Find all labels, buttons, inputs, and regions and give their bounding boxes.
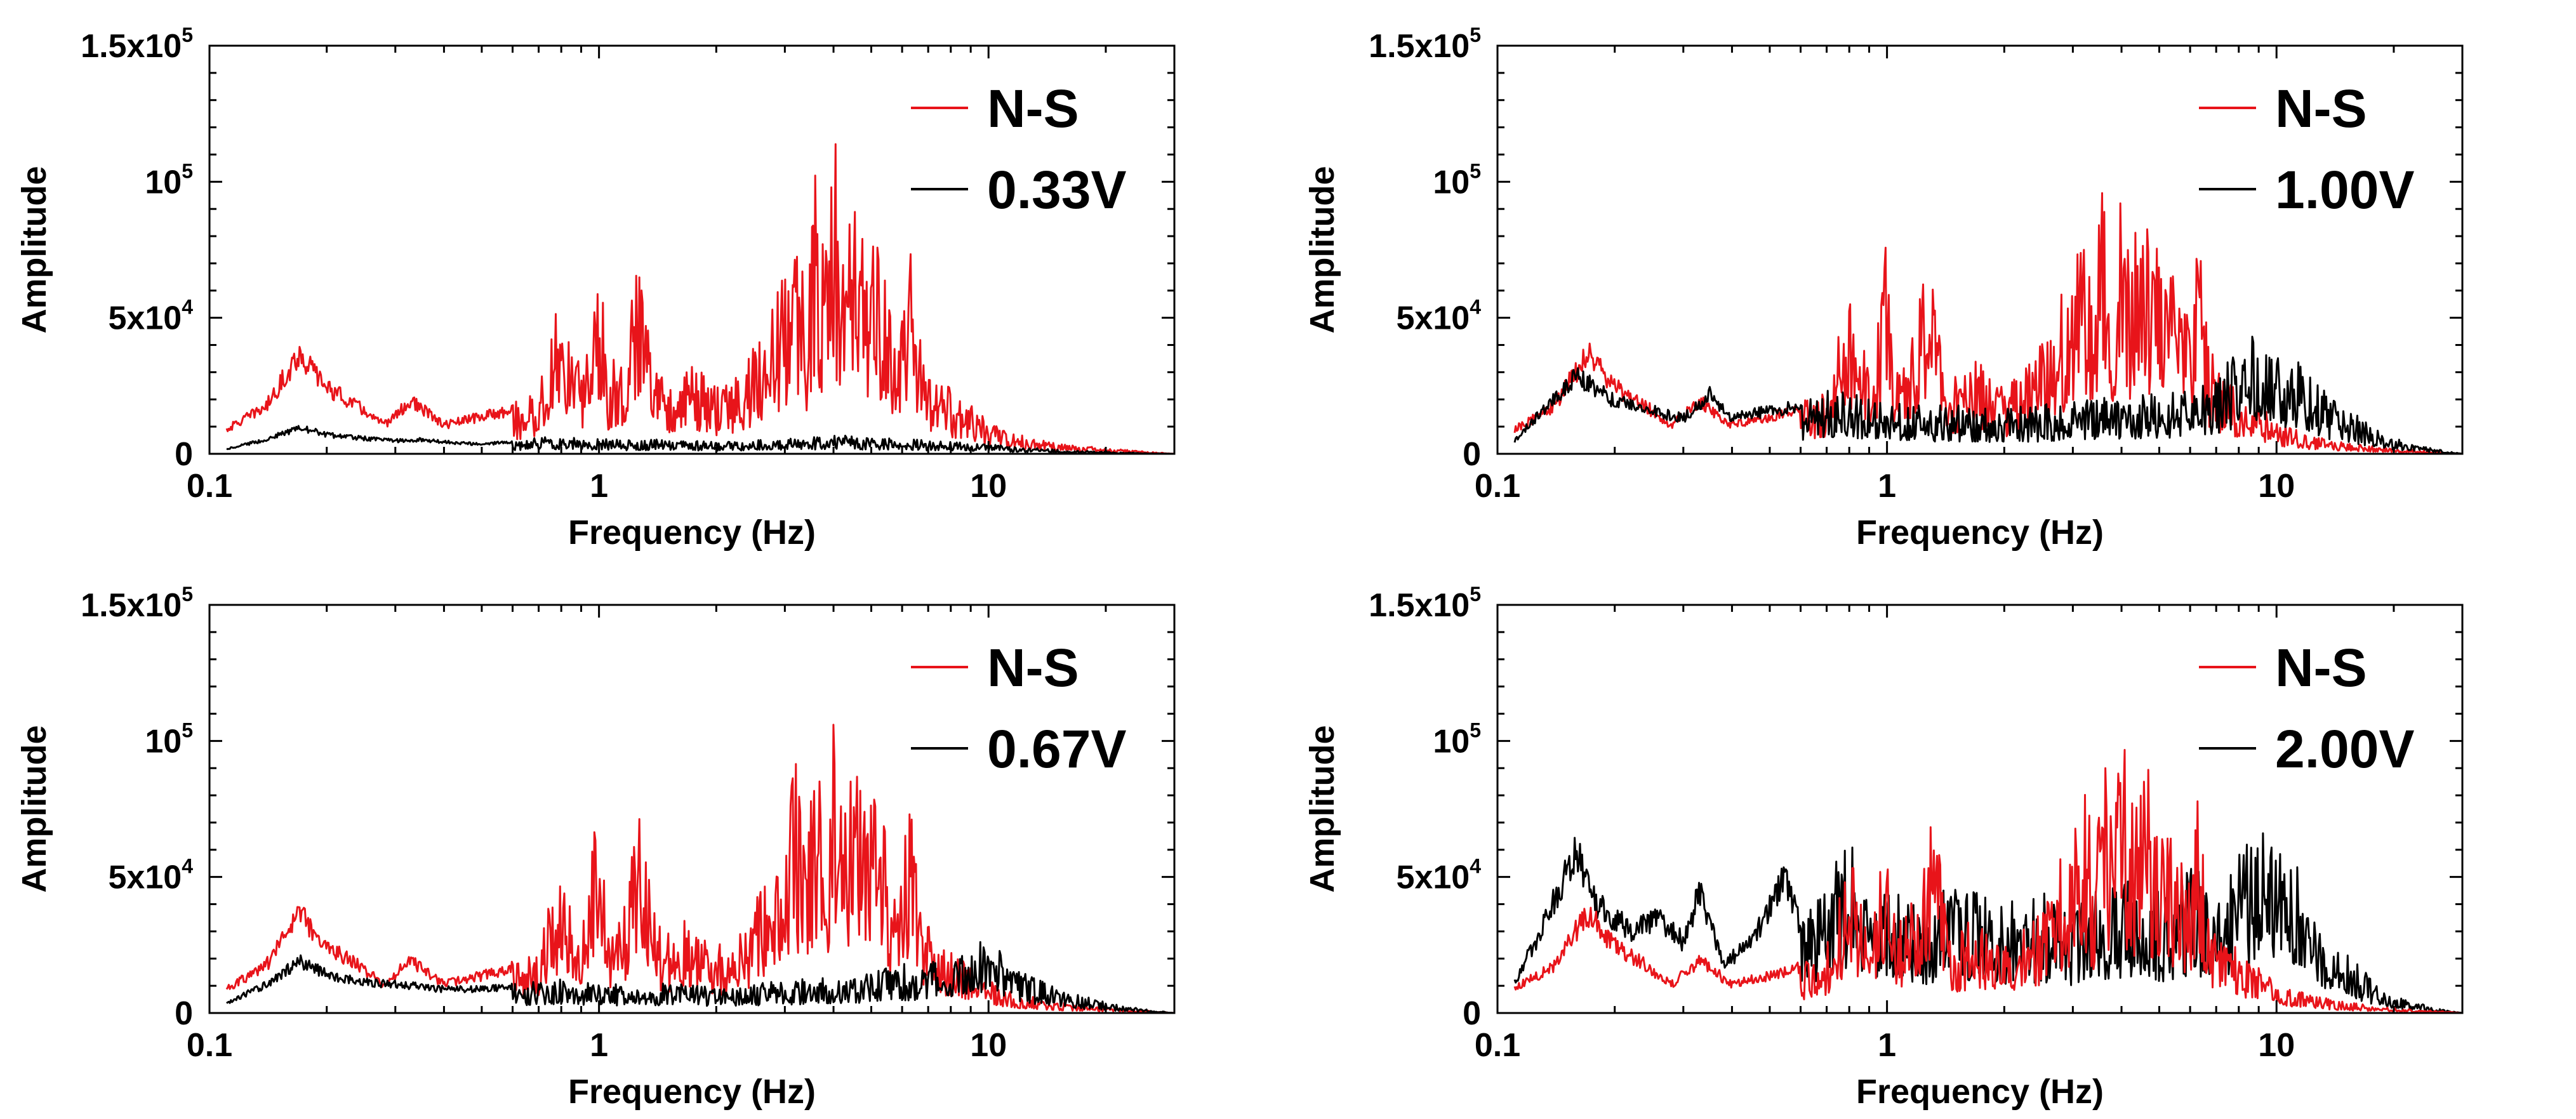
- chart-panel-top-left: 0.1 1 10 0 5x104 105 1.5x105 Frequency (Hz) Ampl…: [0, 0, 1288, 559]
- series-line-n-s: [1513, 749, 2462, 1013]
- plot-frame: [208, 44, 1176, 455]
- chart-panel-bottom-right: 0.1 1 10 0 5x104 105 1.5x105 Frequency (Hz) Ampl…: [1288, 559, 2576, 1118]
- x-tick-label: 1: [1878, 1027, 1896, 1064]
- y-tick-label: 5x104: [109, 296, 194, 337]
- series-line-0-67v: [226, 941, 1174, 1013]
- x-tick-label: 10: [970, 468, 1007, 505]
- legend-label: N-S: [987, 79, 1079, 138]
- x-axis-title: Frequency (Hz): [568, 513, 816, 552]
- chart-panel-top-right: 0.1 1 10 0 5x104 105 1.5x105 Frequency (Hz) Ampl…: [1288, 0, 2576, 559]
- x-axis-title: Frequency (Hz): [568, 1073, 816, 1111]
- legend-label: 0.33V: [987, 160, 1127, 220]
- legend-label: 1.00V: [2275, 160, 2415, 220]
- y-tick-label: 105: [1433, 159, 1481, 201]
- y-tick-label: 5x104: [109, 855, 194, 896]
- x-tick-label: 1: [1878, 468, 1896, 505]
- y-tick-label: 1.5x105: [1369, 583, 1481, 624]
- legend-label: N-S: [987, 638, 1079, 698]
- legend-label: 0.67V: [987, 719, 1127, 779]
- x-tick-label: 10: [970, 1027, 1007, 1064]
- y-tick-label: 0: [175, 436, 193, 473]
- chart-svg: 0.1 1 10 0 5x104 105 1.5x105 Frequency (Hz) Ampl…: [15, 23, 1176, 552]
- x-tick-label: 0.1: [1475, 1027, 1520, 1064]
- chart-svg: 0.1 1 10 0 5x104 105 1.5x105 Frequency (Hz) Ampl…: [1303, 23, 2464, 552]
- y-axis-title: Amplitude: [1303, 725, 1341, 893]
- y-tick-label: 105: [145, 159, 193, 201]
- y-tick-label: 0: [1463, 995, 1481, 1032]
- series-line-n-s: [225, 143, 1174, 454]
- y-tick-label: 1.5x105: [1369, 23, 1481, 65]
- y-tick-label: 105: [1433, 718, 1481, 760]
- chart-svg: 0.1 1 10 0 5x104 105 1.5x105 Frequency (Hz) Ampl…: [1303, 583, 2464, 1111]
- chart-svg: 0.1 1 10 0 5x104 105 1.5x105 Frequency (Hz) Ampl…: [15, 583, 1176, 1111]
- plot-frame: [1496, 44, 2464, 455]
- x-tick-label: 10: [2258, 1027, 2295, 1064]
- legend-label: N-S: [2275, 638, 2367, 698]
- y-tick-label: 0: [1463, 436, 1481, 473]
- legend-label: N-S: [2275, 79, 2367, 138]
- x-axis-title: Frequency (Hz): [1856, 1073, 2104, 1111]
- x-tick-label: 0.1: [187, 468, 232, 505]
- y-tick-label: 1.5x105: [81, 23, 193, 65]
- y-tick-label: 5x104: [1397, 855, 1482, 896]
- series-line-0-33v: [226, 425, 1174, 454]
- x-tick-label: 1: [590, 1027, 608, 1064]
- x-tick-label: 1: [590, 468, 608, 505]
- legend-label: 2.00V: [2275, 719, 2415, 779]
- y-tick-label: 1.5x105: [81, 583, 193, 624]
- plot-frame: [208, 604, 1176, 1014]
- series-line-1-00v: [1513, 335, 2462, 454]
- y-axis-title: Amplitude: [1303, 166, 1341, 334]
- y-axis-title: Amplitude: [15, 725, 53, 893]
- y-axis-title: Amplitude: [15, 166, 53, 334]
- y-tick-label: 5x104: [1397, 296, 1482, 337]
- x-axis-title: Frequency (Hz): [1856, 513, 2104, 552]
- series-line-2-00v: [1513, 832, 2462, 1013]
- x-tick-label: 0.1: [1475, 468, 1520, 505]
- plot-frame: [1496, 604, 2464, 1014]
- x-tick-label: 10: [2258, 468, 2295, 505]
- y-tick-label: 0: [175, 995, 193, 1032]
- chart-panel-bottom-left: 0.1 1 10 0 5x104 105 1.5x105 Frequency (Hz) Ampl…: [0, 559, 1288, 1118]
- x-tick-label: 0.1: [187, 1027, 232, 1064]
- y-tick-label: 105: [145, 718, 193, 760]
